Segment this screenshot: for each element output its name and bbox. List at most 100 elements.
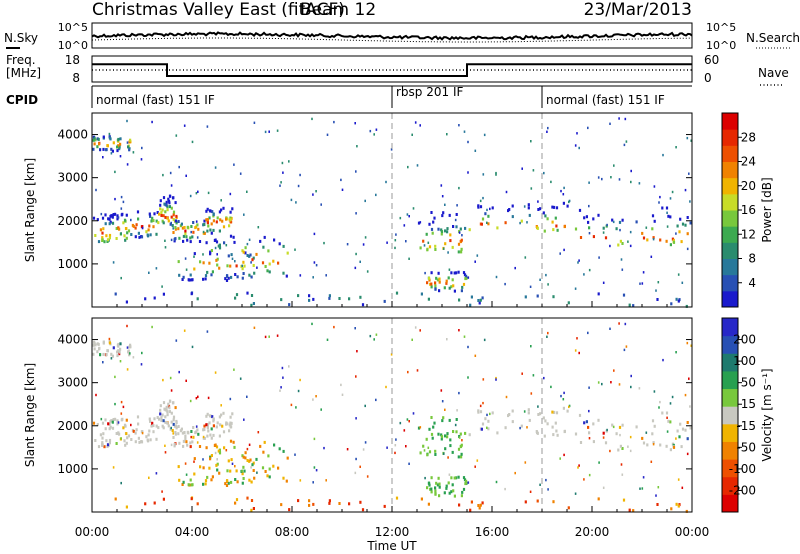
velocity-cell bbox=[212, 433, 215, 437]
power-ylabel: Slant Range [km] bbox=[23, 158, 37, 262]
power-speckle bbox=[574, 144, 577, 147]
power-speckle bbox=[340, 178, 342, 182]
velocity-cell bbox=[249, 458, 252, 462]
colorbar-cell bbox=[722, 459, 738, 478]
colorbar-cell bbox=[722, 370, 738, 390]
power-speckle bbox=[355, 212, 357, 215]
power-speckle bbox=[442, 247, 445, 250]
power-cell bbox=[653, 219, 656, 223]
power-cell bbox=[162, 214, 165, 218]
velocity-cell bbox=[434, 449, 437, 453]
power-speckle bbox=[652, 238, 655, 241]
velocity-speckle bbox=[641, 487, 644, 490]
velocity-cell bbox=[97, 445, 101, 449]
y-tick-label: 4000 bbox=[57, 128, 88, 142]
power-speckle bbox=[650, 255, 653, 258]
velocity-cell bbox=[197, 432, 200, 436]
velocity-cell bbox=[242, 477, 245, 480]
power-speckle bbox=[411, 133, 413, 136]
power-cell bbox=[161, 219, 164, 223]
velocity-speckle bbox=[268, 335, 270, 338]
power-speckle bbox=[256, 266, 258, 269]
power-speckle bbox=[120, 195, 123, 199]
power-speckle bbox=[326, 133, 329, 136]
power-speckle bbox=[467, 171, 469, 174]
power-cell bbox=[169, 194, 172, 198]
velocity-cell bbox=[184, 437, 187, 441]
power-cell bbox=[574, 227, 578, 231]
power-cell bbox=[178, 273, 181, 277]
velocity-cell bbox=[192, 435, 195, 439]
power-cell bbox=[448, 213, 451, 217]
power-cell bbox=[173, 239, 176, 243]
power-cell bbox=[111, 149, 114, 153]
velocity-cell bbox=[282, 449, 285, 453]
velocity-cell bbox=[651, 432, 654, 436]
power-speckle bbox=[282, 171, 284, 174]
power-cell bbox=[118, 227, 121, 231]
power-cell bbox=[125, 236, 128, 240]
power-cell bbox=[101, 216, 105, 220]
velocity-speckle bbox=[578, 351, 580, 355]
velocity-cell bbox=[628, 508, 631, 512]
velocity-cell bbox=[554, 421, 557, 425]
power-speckle bbox=[366, 270, 369, 273]
power-cell bbox=[597, 292, 600, 296]
power-speckle bbox=[523, 205, 526, 208]
power-speckle bbox=[120, 207, 123, 210]
power-speckle bbox=[610, 176, 612, 179]
power-cell bbox=[209, 252, 212, 256]
velocity-cell bbox=[477, 410, 480, 414]
power-cell bbox=[158, 212, 161, 216]
power-speckle bbox=[597, 176, 600, 179]
power-cell bbox=[182, 239, 185, 243]
velocity-speckle bbox=[214, 451, 217, 455]
power-speckle bbox=[618, 117, 620, 120]
power-cell bbox=[102, 227, 105, 231]
velocity-cell bbox=[222, 430, 226, 434]
velocity-cell bbox=[496, 431, 499, 435]
velocity-cell bbox=[99, 433, 102, 437]
power-cell bbox=[419, 246, 422, 250]
velocity-cell bbox=[153, 501, 156, 505]
velocity-cell bbox=[190, 430, 193, 433]
velocity-cell bbox=[118, 432, 121, 436]
power-cell bbox=[539, 207, 542, 211]
power-speckle bbox=[126, 163, 129, 166]
power-cell bbox=[579, 236, 583, 239]
power-speckle bbox=[547, 126, 549, 130]
velocity-speckle bbox=[539, 483, 541, 486]
power-cell bbox=[101, 238, 104, 242]
velocity-speckle bbox=[618, 383, 621, 386]
velocity-cell bbox=[536, 431, 539, 435]
power-cell bbox=[137, 217, 140, 221]
power-cell bbox=[119, 142, 122, 146]
velocity-cell bbox=[665, 444, 668, 448]
velocity-speckle bbox=[102, 361, 104, 364]
velocity-speckle bbox=[456, 409, 458, 412]
velocity-speckle bbox=[362, 448, 365, 451]
power-cell bbox=[184, 229, 187, 233]
velocity-cell bbox=[170, 420, 173, 424]
velocity-speckle bbox=[514, 471, 516, 475]
power-cell bbox=[484, 212, 487, 216]
power-cell bbox=[446, 230, 449, 234]
noise-right-tick-bottom: 10^0 bbox=[706, 39, 736, 52]
power-cell bbox=[481, 296, 484, 300]
velocity-cell bbox=[160, 416, 163, 420]
velocity-cell bbox=[417, 426, 421, 430]
velocity-speckle bbox=[562, 398, 565, 401]
power-cell bbox=[179, 224, 182, 228]
x-tick-label: 12:00 bbox=[375, 525, 410, 539]
velocity-cell bbox=[539, 412, 542, 416]
velocity-speckle bbox=[578, 464, 580, 467]
power-cell bbox=[250, 294, 254, 297]
power-cell bbox=[210, 231, 213, 235]
power-cell bbox=[617, 243, 620, 247]
velocity-cell bbox=[511, 409, 514, 413]
power-cell bbox=[451, 278, 454, 282]
velocity-cell bbox=[444, 434, 447, 438]
power-cell bbox=[102, 147, 105, 151]
velocity-cell bbox=[528, 418, 531, 422]
velocity-cell bbox=[92, 352, 95, 356]
